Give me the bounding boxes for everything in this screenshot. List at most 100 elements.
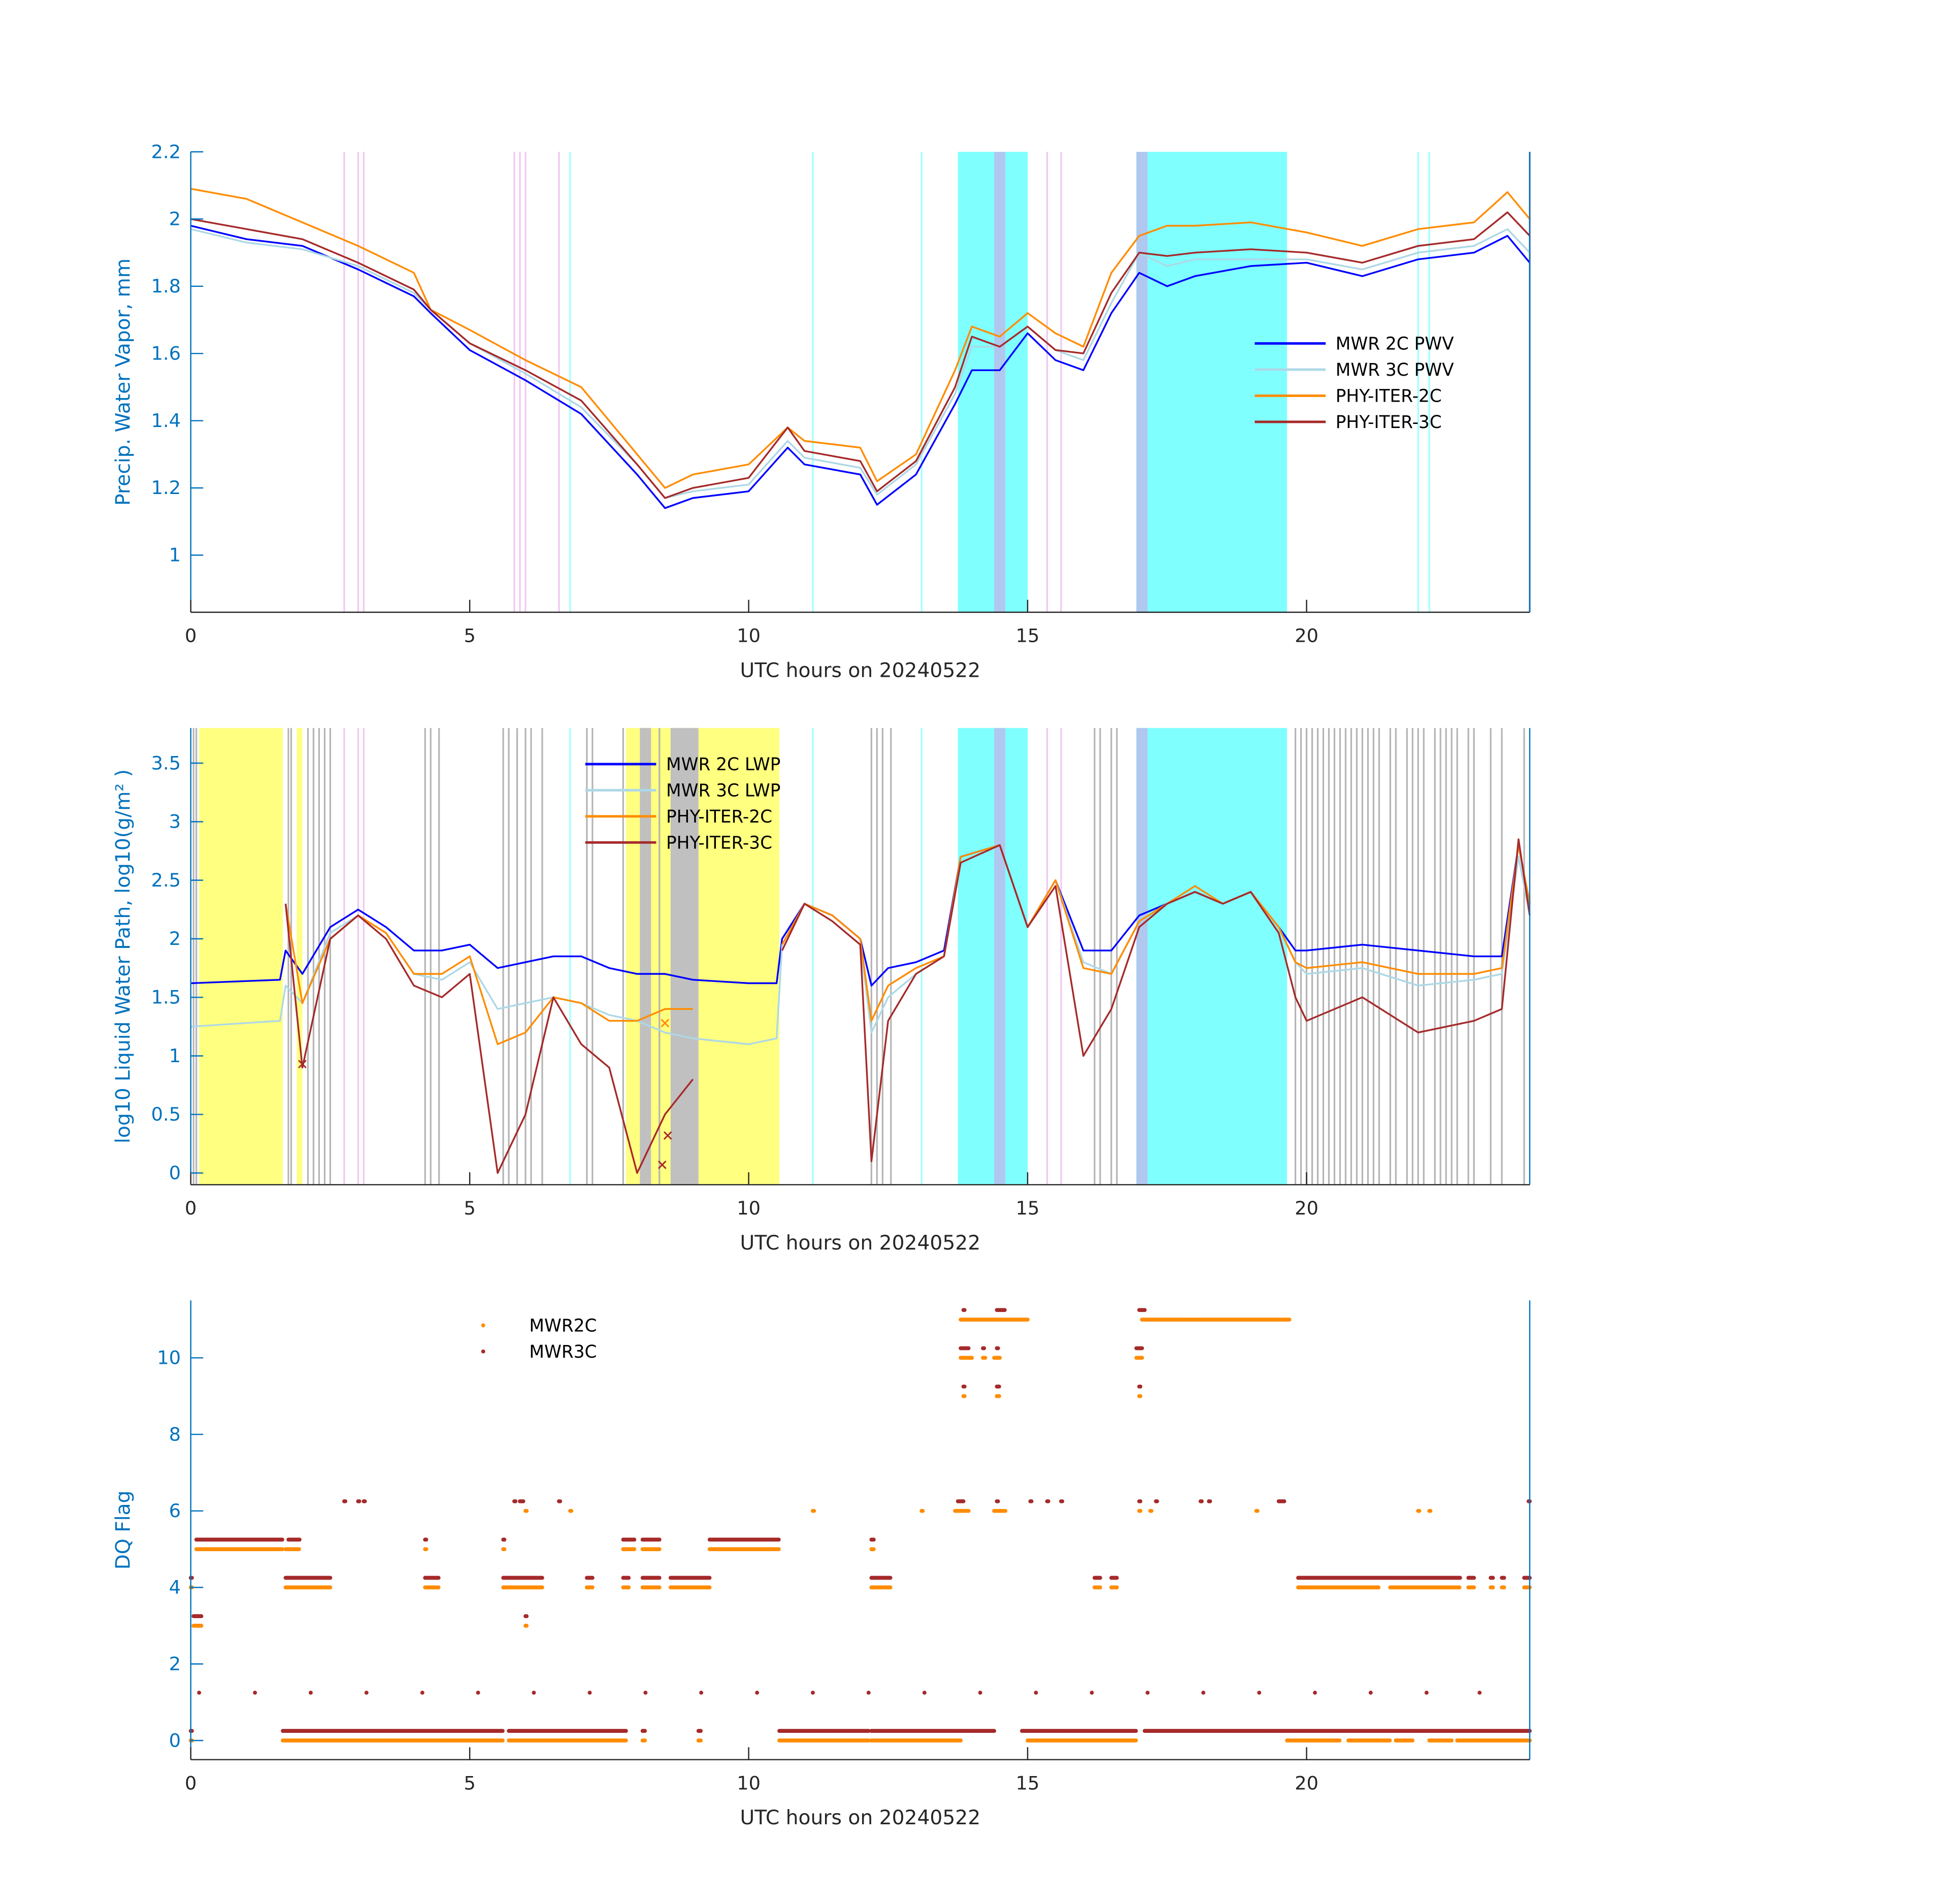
legend: MWR 2C PWV MWR 3C PWV PHY-ITER-2C PHY-ITER-… [1255, 334, 1454, 433]
chart-pwv: 0 5 10 15 20 1 1.2 1.4 1.6 1.8 2 2.2 UTC hours on 20… [112, 141, 1531, 682]
data-point [1201, 1690, 1206, 1695]
data-point [888, 1585, 893, 1590]
legend-label: MWR2C [529, 1316, 597, 1336]
data-point [569, 1508, 574, 1513]
x-tick-label: 0 [185, 1772, 196, 1794]
data-point [1417, 1508, 1422, 1513]
legend-label: PHY-ITER-3C [1336, 412, 1442, 433]
data-point [436, 1575, 441, 1580]
data-point [1026, 1318, 1030, 1322]
data-point [866, 1738, 871, 1743]
data-point [1138, 1384, 1142, 1389]
x-tick-label: 10 [737, 1197, 761, 1219]
data-point [1208, 1499, 1212, 1503]
data-point [1502, 1585, 1506, 1590]
data-point [280, 1547, 284, 1552]
data-point [657, 1547, 662, 1552]
data-point [1428, 1508, 1433, 1513]
series-line-mwr-3c-pwv [190, 228, 1531, 499]
y-tick-label: 1.2 [151, 477, 181, 499]
data-point [1502, 1575, 1506, 1580]
shaded-band [297, 728, 303, 1185]
data-point [1287, 1318, 1292, 1322]
shaded-band [670, 728, 699, 1185]
data-point [707, 1585, 712, 1590]
data-point [922, 1690, 927, 1695]
y-tick-label: 2.2 [151, 141, 181, 162]
chart-lwp: 0 5 10 15 20 0 0.5 1 1.5 2 2.5 3 3.5 UTC hours on 202… [112, 728, 1531, 1255]
data-point [1410, 1738, 1415, 1743]
legend-label: MWR 3C PWV [1336, 360, 1454, 380]
y-tick-label: 10 [157, 1347, 181, 1369]
x-tick-label: 20 [1295, 625, 1319, 647]
data-point [540, 1575, 544, 1580]
series-line-phy-iter-3c [190, 211, 1531, 499]
data-point [1255, 1508, 1260, 1513]
shaded-band [958, 152, 1028, 612]
data-point [590, 1575, 595, 1580]
data-point [1424, 1690, 1429, 1695]
data-point [1472, 1575, 1476, 1580]
x-axis-label: UTC hours on 20240522 [740, 1232, 981, 1255]
data-point [298, 1537, 302, 1542]
y-tick-label: 4 [169, 1577, 181, 1598]
shaded-band [199, 728, 283, 1185]
data-point [776, 1547, 781, 1552]
data-point [983, 1356, 988, 1360]
data-point [1138, 1499, 1142, 1503]
data-point [540, 1585, 544, 1590]
x-tick-label: 15 [1016, 1197, 1040, 1219]
data-point [1003, 1308, 1007, 1312]
data-point [1114, 1575, 1119, 1580]
legend: MWR 2C LWP MWR 3C LWP PHY-ITER-2C PHY-ITER-… [585, 754, 780, 853]
data-point [992, 1729, 997, 1733]
data-point [364, 1690, 369, 1695]
data-point [280, 1537, 284, 1542]
data-point [502, 1537, 507, 1542]
data-point [962, 1308, 967, 1312]
x-tick-label: 5 [464, 1197, 475, 1219]
x-marker [661, 1019, 670, 1028]
data-point [970, 1356, 974, 1360]
data-point [962, 1384, 967, 1389]
y-tick-label: 2 [169, 208, 181, 230]
scatter-series-mwr3c [188, 1308, 1532, 1733]
data-point [657, 1537, 662, 1542]
legend-label: MWR 3C LWP [666, 781, 780, 801]
data-point [1282, 1499, 1287, 1503]
legend-label: PHY-ITER-2C [666, 807, 772, 827]
data-point [436, 1585, 441, 1590]
data-point [1098, 1585, 1102, 1590]
data-point [623, 1738, 628, 1743]
y-tick-label: 1.6 [151, 342, 181, 364]
data-point [996, 1499, 1000, 1503]
y-tick-label: 1.8 [151, 275, 181, 297]
y-tick-label: 8 [169, 1423, 181, 1445]
data-point [253, 1690, 257, 1695]
shaded-band [1136, 728, 1148, 1185]
data-point [1134, 1738, 1138, 1743]
data-point [357, 1499, 361, 1503]
data-point [997, 1394, 1001, 1398]
shaded-band [626, 728, 780, 1185]
data-point [755, 1690, 760, 1695]
data-point [1155, 1499, 1159, 1503]
data-point [961, 1499, 966, 1503]
data-point [959, 1738, 963, 1743]
shaded-band [994, 152, 1006, 612]
shaded-band [1136, 728, 1287, 1185]
data-point [776, 1537, 781, 1542]
legend-swatch [481, 1349, 485, 1354]
data-point [1458, 1575, 1462, 1580]
legend-label: MWR 2C LWP [666, 754, 780, 775]
data-point [632, 1537, 637, 1542]
data-point [328, 1585, 333, 1590]
data-point [657, 1585, 662, 1590]
data-point [363, 1499, 367, 1503]
data-point [1313, 1690, 1317, 1695]
data-point [1257, 1690, 1262, 1695]
data-point [1388, 1738, 1392, 1743]
data-point [1098, 1575, 1102, 1580]
series-line-phy-iter-2c [284, 844, 1531, 1045]
x-axis-label: UTC hours on 20240522 [740, 659, 981, 682]
